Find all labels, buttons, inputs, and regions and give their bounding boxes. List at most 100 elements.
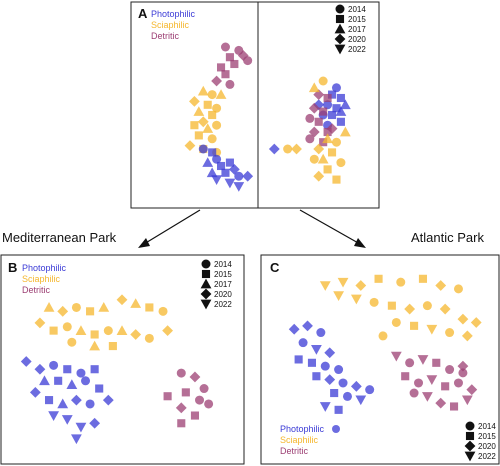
data-point-photophilic [316,328,326,338]
data-point-photophilic [49,360,59,370]
data-point-photophilic [334,365,344,375]
data-point-detritic [220,42,230,52]
data-point-sciaphilic [71,302,81,312]
data-point-detritic [449,402,459,411]
data-point-photophilic [57,398,69,409]
data-point-sciaphilic [193,106,205,116]
data-point-sciaphilic [103,326,113,336]
data-point-sciaphilic [322,133,333,144]
data-point-photophilic [212,154,222,164]
data-point-photophilic [44,396,54,405]
legend-photophilic: Photophilic [280,424,325,434]
data-point-sciaphilic [323,165,332,174]
arrow-left-line [143,209,201,245]
data-point-sciaphilic [422,301,432,311]
data-point-photophilic [95,384,104,393]
data-point-photophilic [323,100,333,110]
data-point-photophilic [338,378,348,388]
data-point-photophilic [330,388,339,398]
data-point-sciaphilic [62,322,72,332]
data-point-sciaphilic [396,277,406,287]
panel-c-habitat-legend: Photophilic Sciaphilic Detritic [280,424,340,456]
panel-b-points [20,294,214,445]
data-point-photophilic [331,83,341,93]
year-legend-label: 2020 [348,35,366,44]
year-legend-label: 2020 [478,442,496,451]
data-point-photophilic [48,411,59,421]
data-point-photophilic [81,376,91,386]
data-point-detritic [426,375,438,385]
data-point-detritic [457,360,469,372]
year-legend-label: 2017 [214,280,232,289]
data-point-sciaphilic [350,294,362,305]
data-point-detritic [190,411,200,420]
year-legend-label: 2015 [478,432,496,441]
data-point-sciaphilic [208,110,217,120]
data-point-sciaphilic [202,123,214,133]
data-point-sciaphilic [461,330,473,342]
data-point-sciaphilic [197,116,209,128]
data-point-photophilic [335,106,347,116]
arrows [138,209,366,248]
data-point-sciaphilic [387,301,396,310]
panel-c-points [288,274,482,414]
data-point-photophilic [342,391,352,401]
data-point-sciaphilic [194,131,203,140]
data-point-sciaphilic [470,317,482,328]
panel-c-letter: C [270,260,280,275]
data-point-sciaphilic [410,321,419,330]
data-point-detritic [305,134,315,144]
legend-photophilic: Photophilic [151,9,196,19]
data-point-photophilic [320,361,330,371]
data-point-sciaphilic [317,153,329,164]
legend-photophilic-marker [332,425,340,433]
year-legend-label: 2014 [348,5,366,14]
data-point-photophilic [54,376,63,385]
arrow-right-line [299,209,361,245]
year-legend-label: 2015 [348,15,366,24]
data-point-photophilic [228,164,240,175]
data-point-photophilic [327,110,337,120]
data-point-sciaphilic [207,134,217,144]
data-point-sciaphilic [426,324,438,335]
data-point-sciaphilic [86,307,95,316]
data-point-photophilic [89,417,101,429]
data-point-sciaphilic [184,140,196,151]
data-point-photophilic [76,368,86,378]
year-legend-label: 2015 [214,270,232,279]
data-point-photophilic [208,148,217,157]
data-point-photophilic [202,157,214,167]
data-point-detritic [405,358,415,368]
data-point-photophilic [334,405,343,414]
data-point-detritic [221,70,230,79]
data-point-detritic [441,382,450,391]
data-point-detritic [326,123,338,134]
panel-b-habitat-legend: Photophilic Sciaphilic Detritic [22,263,67,295]
data-point-sciaphilic [339,126,351,137]
data-point-sciaphilic [203,100,212,109]
data-point-photophilic [225,158,234,167]
legend-sciaphilic: Sciaphilic [151,20,190,30]
data-point-sciaphilic [313,143,325,155]
data-point-sciaphilic [215,89,227,99]
legend-detritic: Detritic [22,285,51,295]
data-point-photophilic [294,355,303,364]
data-point-detritic [390,351,402,362]
data-point-detritic [461,395,473,406]
data-point-sciaphilic [453,284,463,294]
data-point-sciaphilic [313,170,325,182]
data-point-sciaphilic [337,277,349,288]
year-legend-marker [334,23,346,34]
year-legend-marker [200,288,212,300]
data-point-detritic [445,365,455,375]
data-point-sciaphilic [145,303,154,312]
year-legend-marker [201,259,211,269]
data-point-photophilic [206,167,218,178]
data-point-detritic [417,355,429,365]
data-point-sciaphilic [158,306,168,316]
data-point-sciaphilic [369,297,379,307]
data-point-photophilic [327,90,337,99]
data-point-sciaphilic [331,137,341,147]
